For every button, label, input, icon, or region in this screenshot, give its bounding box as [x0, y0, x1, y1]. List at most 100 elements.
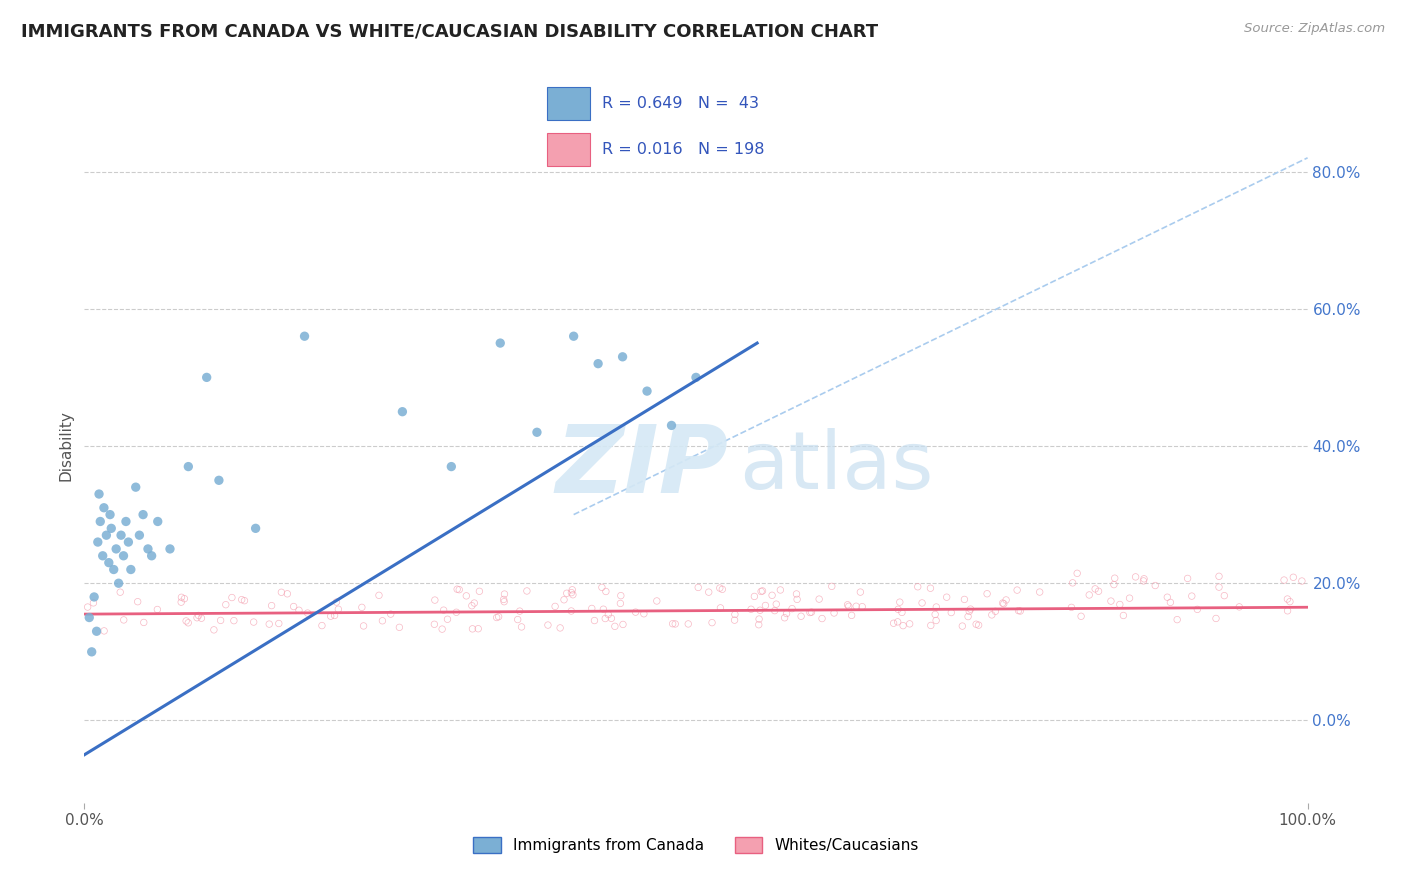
Point — [195, 370, 218, 384]
Point — [456, 589, 478, 603]
Point — [799, 606, 821, 620]
Point — [430, 622, 453, 636]
Point — [270, 585, 292, 599]
Point — [103, 562, 125, 576]
Point — [748, 617, 770, 632]
Point — [132, 508, 155, 522]
Point — [891, 618, 914, 632]
Point — [87, 535, 110, 549]
Point — [494, 587, 516, 601]
Text: ZIP: ZIP — [555, 421, 728, 514]
Point — [221, 591, 243, 605]
Point — [586, 357, 609, 371]
Point — [920, 618, 942, 632]
Point — [467, 622, 489, 636]
Point — [186, 611, 208, 625]
Point — [1078, 588, 1101, 602]
Point — [96, 528, 118, 542]
Point — [391, 405, 413, 419]
Point — [751, 583, 773, 598]
Point — [87, 487, 110, 501]
Point — [105, 541, 128, 556]
Point — [93, 500, 115, 515]
Point — [128, 528, 150, 542]
Point — [1060, 600, 1083, 615]
Point — [1028, 585, 1050, 599]
Point — [786, 592, 808, 607]
Point — [488, 609, 510, 624]
Y-axis label: Disability: Disability — [58, 410, 73, 482]
Point — [159, 541, 181, 556]
Point — [959, 602, 981, 616]
Point — [80, 645, 103, 659]
Point — [328, 602, 350, 616]
Point — [1066, 566, 1088, 581]
Point — [1087, 584, 1109, 599]
Point — [146, 602, 169, 616]
Point — [117, 535, 139, 549]
Point — [907, 580, 929, 594]
Text: Source: ZipAtlas.com: Source: ZipAtlas.com — [1244, 22, 1385, 36]
Point — [890, 606, 912, 620]
Point — [1132, 574, 1154, 588]
Point — [976, 587, 998, 601]
Point — [1159, 595, 1181, 609]
Point — [749, 584, 772, 599]
Point — [744, 590, 766, 604]
Point — [700, 615, 723, 630]
Point — [1187, 602, 1209, 616]
Text: R = 0.649   N =  43: R = 0.649 N = 43 — [602, 96, 759, 111]
Point — [591, 580, 613, 594]
Point — [380, 607, 402, 621]
Point — [127, 595, 149, 609]
Point — [245, 521, 267, 535]
Point — [1010, 604, 1032, 618]
Point — [740, 602, 762, 616]
Point — [711, 582, 734, 597]
Point — [288, 603, 311, 617]
Point — [120, 562, 142, 576]
Point — [283, 599, 305, 614]
Point — [560, 585, 582, 599]
Point — [115, 515, 138, 529]
Point — [995, 593, 1018, 607]
Point — [723, 613, 745, 627]
Point — [526, 425, 548, 440]
Point — [838, 599, 860, 614]
Point — [1104, 571, 1126, 585]
Point — [173, 591, 195, 606]
Point — [350, 600, 373, 615]
Bar — [547, 87, 591, 120]
Point — [325, 595, 347, 609]
Point — [610, 589, 633, 603]
Point — [494, 595, 516, 609]
Point — [231, 592, 253, 607]
Point — [984, 604, 1007, 618]
Point — [83, 590, 105, 604]
Point — [603, 619, 626, 633]
Point — [1118, 591, 1140, 606]
Point — [368, 588, 391, 602]
Point — [898, 616, 921, 631]
Point — [489, 336, 512, 351]
Point — [790, 609, 813, 624]
Point — [1208, 569, 1230, 583]
Point — [1278, 594, 1301, 608]
Point — [440, 459, 463, 474]
Point — [86, 624, 108, 639]
Point — [886, 615, 908, 629]
Point — [697, 585, 720, 599]
Point — [1062, 575, 1084, 590]
Point — [297, 606, 319, 620]
Point — [678, 616, 700, 631]
Point — [941, 606, 963, 620]
Point — [845, 599, 868, 614]
Point — [925, 600, 948, 615]
Point — [965, 617, 987, 632]
Point — [849, 585, 872, 599]
Point — [353, 619, 375, 633]
Point — [202, 623, 225, 637]
Point — [957, 609, 980, 624]
Point — [76, 600, 98, 615]
Point — [924, 607, 946, 622]
